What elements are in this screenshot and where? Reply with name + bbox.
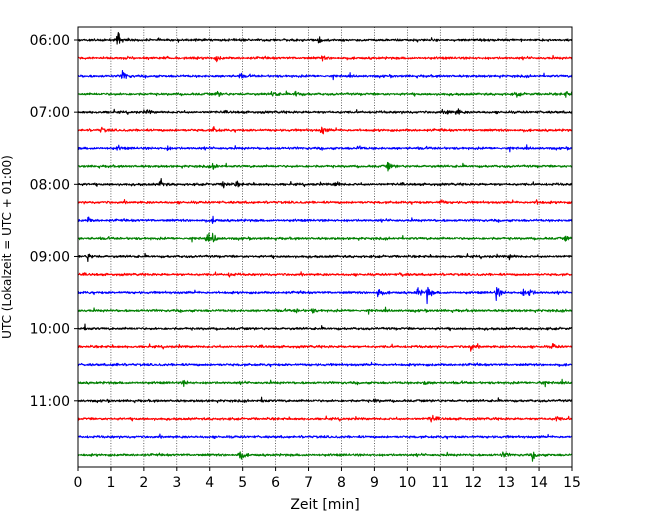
trace-0615 xyxy=(77,54,573,63)
trace-0815 xyxy=(77,199,573,205)
x-tick-label: 15 xyxy=(563,475,581,491)
trace-0800 xyxy=(77,178,573,189)
trace-0830 xyxy=(77,215,573,225)
trace-1030 xyxy=(77,361,573,368)
grid-lines xyxy=(110,27,540,467)
trace-1115 xyxy=(77,414,573,423)
y-axis-ticks: 06:00 07:00 08:00 09:00 10:00 11:00 xyxy=(30,33,78,410)
x-axis-ticks: 0 1 2 3 4 5 6 7 8 9 10 11 12 13 14 15 xyxy=(74,467,581,491)
plot-frame xyxy=(77,26,573,468)
trace-1130 xyxy=(77,433,573,440)
trace-0700 xyxy=(77,108,573,115)
x-tick-label: 7 xyxy=(304,475,313,491)
x-tick-label: 3 xyxy=(172,475,181,491)
trace-1100 xyxy=(77,396,573,404)
x-tick-label: 5 xyxy=(238,475,247,491)
y-tick-label: 08:00 xyxy=(30,177,70,193)
trace-0900 xyxy=(77,252,573,263)
trace-0730 xyxy=(77,144,573,153)
y-axis-label: UTC (Lokalzeit = UTC + 01:00) xyxy=(0,155,14,339)
trace-0945 xyxy=(77,306,573,315)
trace-0915 xyxy=(77,271,573,278)
seismic-traces xyxy=(77,31,573,462)
x-tick-label: 10 xyxy=(398,475,416,491)
x-tick-label: 8 xyxy=(337,475,346,491)
trace-0845 xyxy=(77,232,573,243)
x-tick-label: 6 xyxy=(271,475,280,491)
x-tick-label: 0 xyxy=(74,475,83,491)
x-tick-label: 13 xyxy=(497,475,515,491)
trace-1145 xyxy=(77,451,573,462)
x-tick-label: 2 xyxy=(139,475,148,491)
trace-0715 xyxy=(77,125,573,135)
y-tick-label: 06:00 xyxy=(30,33,70,49)
x-tick-label: 4 xyxy=(205,475,214,491)
trace-0600 xyxy=(77,31,573,45)
x-axis-label: Zeit [min] xyxy=(290,497,359,513)
y-tick-label: 10:00 xyxy=(30,322,70,338)
trace-0645 xyxy=(77,90,573,98)
x-tick-label: 1 xyxy=(106,475,115,491)
x-tick-label: 14 xyxy=(530,475,548,491)
x-tick-label: 11 xyxy=(431,475,449,491)
y-tick-label: 07:00 xyxy=(30,105,70,121)
trace-0930 xyxy=(77,286,573,305)
y-tick-label: 09:00 xyxy=(30,249,70,265)
x-tick-label: 12 xyxy=(464,475,482,491)
trace-1045 xyxy=(77,378,573,388)
y-tick-label: 11:00 xyxy=(30,394,70,410)
trace-0745 xyxy=(77,161,573,172)
trace-1000 xyxy=(77,323,573,332)
x-tick-label: 9 xyxy=(370,475,379,491)
trace-1015 xyxy=(77,343,573,352)
trace-0630 xyxy=(77,70,573,81)
